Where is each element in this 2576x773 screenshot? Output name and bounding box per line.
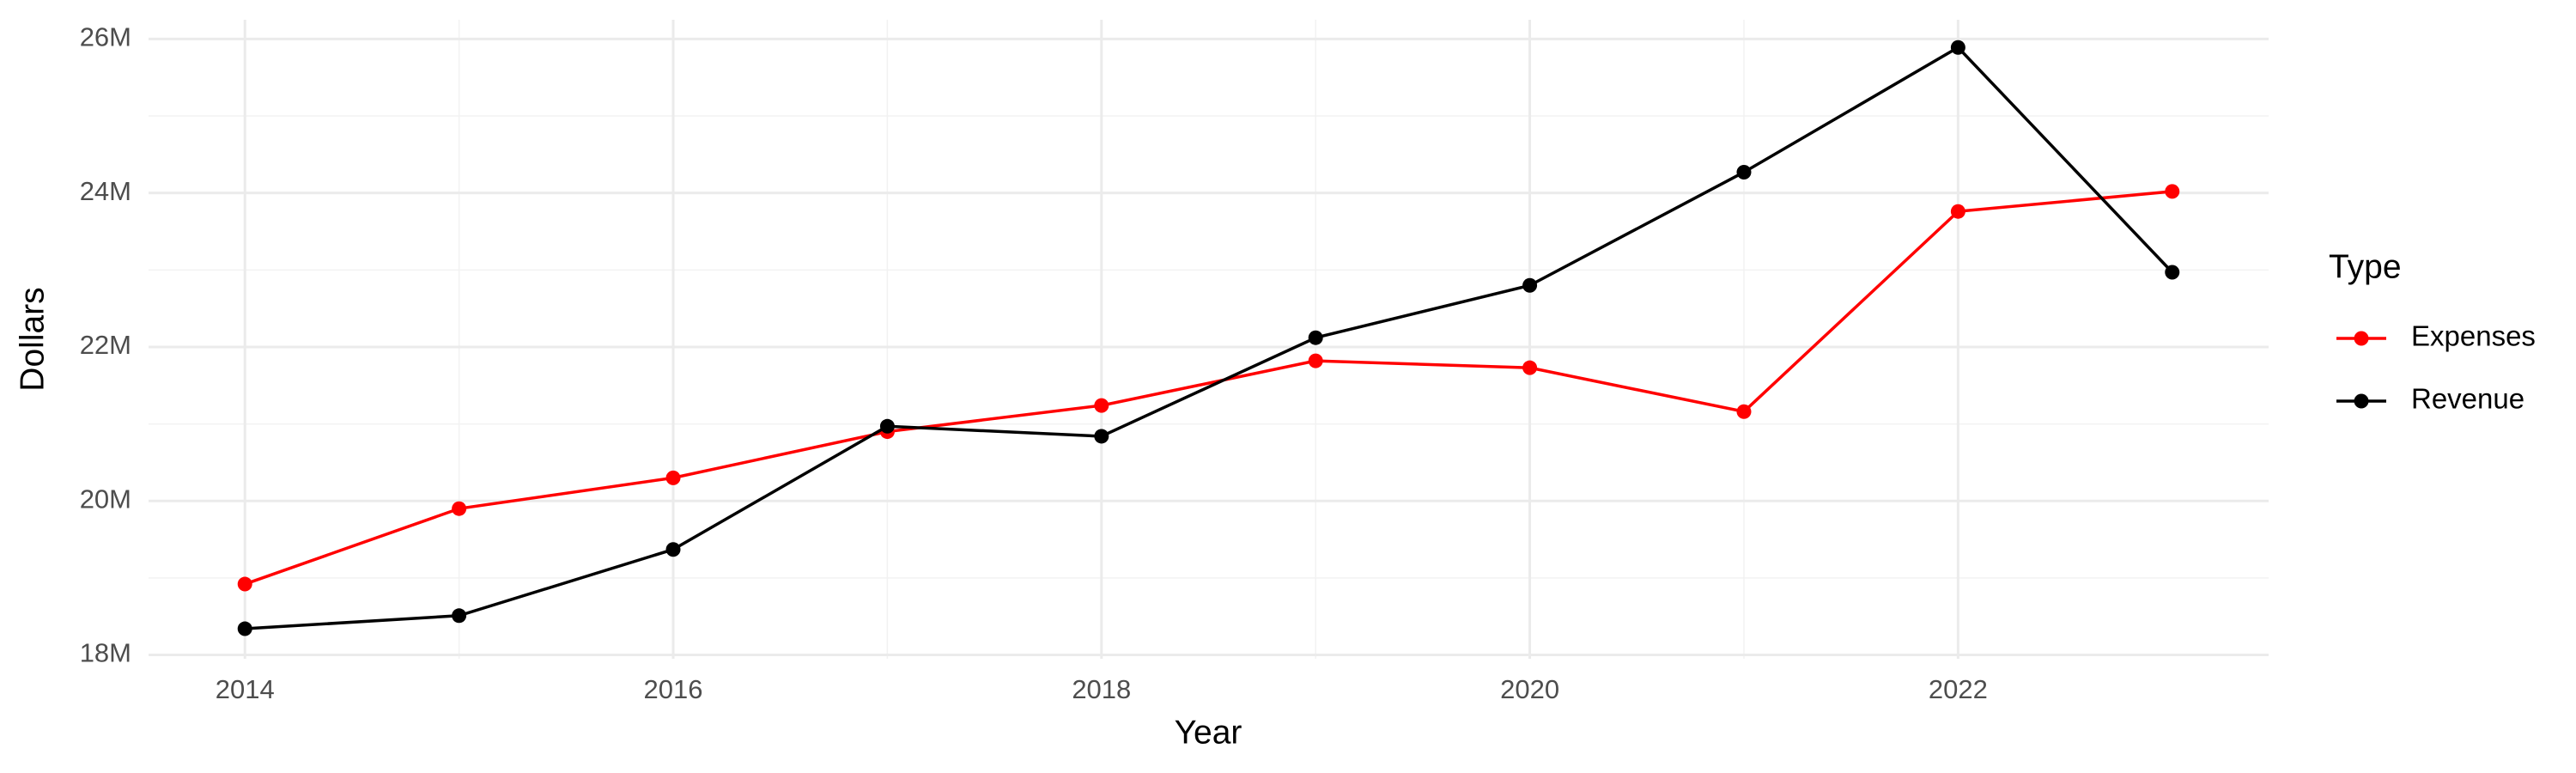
x-tick-label: 2018 [1072,674,1131,704]
series-line [245,46,2174,630]
data-point [879,418,895,434]
data-point [1094,398,1109,413]
grid [149,20,2269,659]
data-point [237,576,252,592]
data-point [1950,204,1965,219]
x-tick-label: 2016 [644,674,703,704]
legend-marker [2354,331,2369,346]
x-tick-label: 2022 [1929,674,1988,704]
x-tick-label: 2020 [1500,674,1559,704]
data-point [1522,277,1538,293]
data-point [1736,404,1752,419]
data-point [1736,164,1752,180]
y-tick-label: 26M [80,22,131,52]
data-point [665,542,681,557]
series-line [244,190,2172,586]
x-tick-label: 2014 [216,674,275,704]
data-point [1094,429,1109,444]
data-point [452,608,467,624]
y-tick-label: 18M [80,638,131,668]
x-axis-title: Year [1175,714,1242,751]
data-point [1308,353,1323,368]
y-axis-title: Dollars [14,287,51,391]
y-tick-label: 22M [80,330,131,360]
legend-title: Type [2329,248,2402,285]
data-point [1308,330,1323,345]
y-tick-label: 20M [80,484,131,514]
data-point [2165,265,2180,280]
y-tick-label: 24M [80,176,131,206]
legend-marker [2354,393,2369,409]
data-point [665,470,681,485]
data-point [1522,360,1538,375]
data-point [2165,184,2180,199]
data-point [1950,40,1965,55]
legend-label: Revenue [2411,383,2524,415]
legend-label: Expenses [2411,320,2536,352]
data-point [452,501,467,516]
data-point [237,621,252,636]
